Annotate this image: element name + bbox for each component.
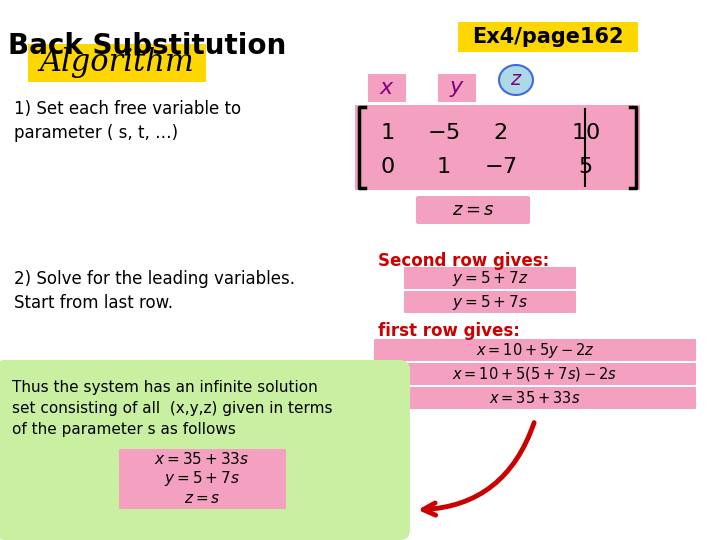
FancyBboxPatch shape bbox=[0, 360, 410, 540]
Text: $0$: $0$ bbox=[379, 156, 395, 178]
FancyBboxPatch shape bbox=[404, 291, 576, 313]
Text: $1$: $1$ bbox=[436, 156, 450, 178]
Text: $1$: $1$ bbox=[380, 122, 394, 144]
Text: $x$: $x$ bbox=[379, 77, 395, 99]
FancyArrowPatch shape bbox=[423, 423, 534, 515]
Text: $z = s$: $z = s$ bbox=[451, 201, 495, 219]
Text: $10$: $10$ bbox=[570, 122, 600, 144]
FancyBboxPatch shape bbox=[355, 105, 640, 190]
Text: Second row gives:: Second row gives: bbox=[378, 252, 549, 270]
Text: first row gives:: first row gives: bbox=[378, 322, 520, 340]
FancyBboxPatch shape bbox=[416, 196, 530, 224]
Text: 2) Solve for the leading variables.
Start from last row.: 2) Solve for the leading variables. Star… bbox=[14, 270, 295, 312]
Text: $x = 35 + 33s$: $x = 35 + 33s$ bbox=[490, 390, 581, 406]
Text: 1) Set each free variable to
parameter ( s, t, …): 1) Set each free variable to parameter (… bbox=[14, 100, 241, 141]
FancyBboxPatch shape bbox=[119, 449, 286, 469]
Text: $y$: $y$ bbox=[449, 77, 465, 99]
Text: $2$: $2$ bbox=[493, 122, 507, 144]
FancyBboxPatch shape bbox=[28, 44, 206, 82]
FancyBboxPatch shape bbox=[374, 363, 696, 385]
Text: $y = 5 + 7z$: $y = 5 + 7z$ bbox=[451, 268, 528, 287]
Text: Algorithm: Algorithm bbox=[40, 48, 194, 78]
FancyBboxPatch shape bbox=[374, 339, 696, 361]
Text: $z$: $z$ bbox=[510, 71, 522, 89]
Text: $x = 35 + 33s$: $x = 35 + 33s$ bbox=[154, 451, 250, 467]
Text: $y = 5 + 7s$: $y = 5 + 7s$ bbox=[164, 469, 240, 489]
Text: $-7$: $-7$ bbox=[484, 156, 516, 178]
FancyBboxPatch shape bbox=[119, 469, 286, 489]
Text: Ex4/page162: Ex4/page162 bbox=[472, 27, 624, 47]
Text: $z = s$: $z = s$ bbox=[184, 492, 220, 506]
Text: $y = 5 + 7s$: $y = 5 + 7s$ bbox=[452, 293, 528, 312]
Text: Back Substitution: Back Substitution bbox=[8, 32, 287, 60]
FancyBboxPatch shape bbox=[368, 74, 406, 102]
FancyBboxPatch shape bbox=[404, 267, 576, 289]
FancyBboxPatch shape bbox=[119, 489, 286, 509]
Text: $5$: $5$ bbox=[578, 156, 592, 178]
Text: $-5$: $-5$ bbox=[426, 122, 459, 144]
Text: $x = 10 + 5(5 + 7s) - 2s$: $x = 10 + 5(5 + 7s) - 2s$ bbox=[452, 365, 618, 383]
FancyBboxPatch shape bbox=[458, 22, 638, 52]
Text: $x = 10 + 5y - 2z$: $x = 10 + 5y - 2z$ bbox=[476, 341, 594, 360]
Text: Thus the system has an infinite solution
set consisting of all  (x,y,z) given in: Thus the system has an infinite solution… bbox=[12, 380, 333, 437]
FancyBboxPatch shape bbox=[438, 74, 476, 102]
Ellipse shape bbox=[499, 65, 533, 95]
FancyBboxPatch shape bbox=[374, 387, 696, 409]
